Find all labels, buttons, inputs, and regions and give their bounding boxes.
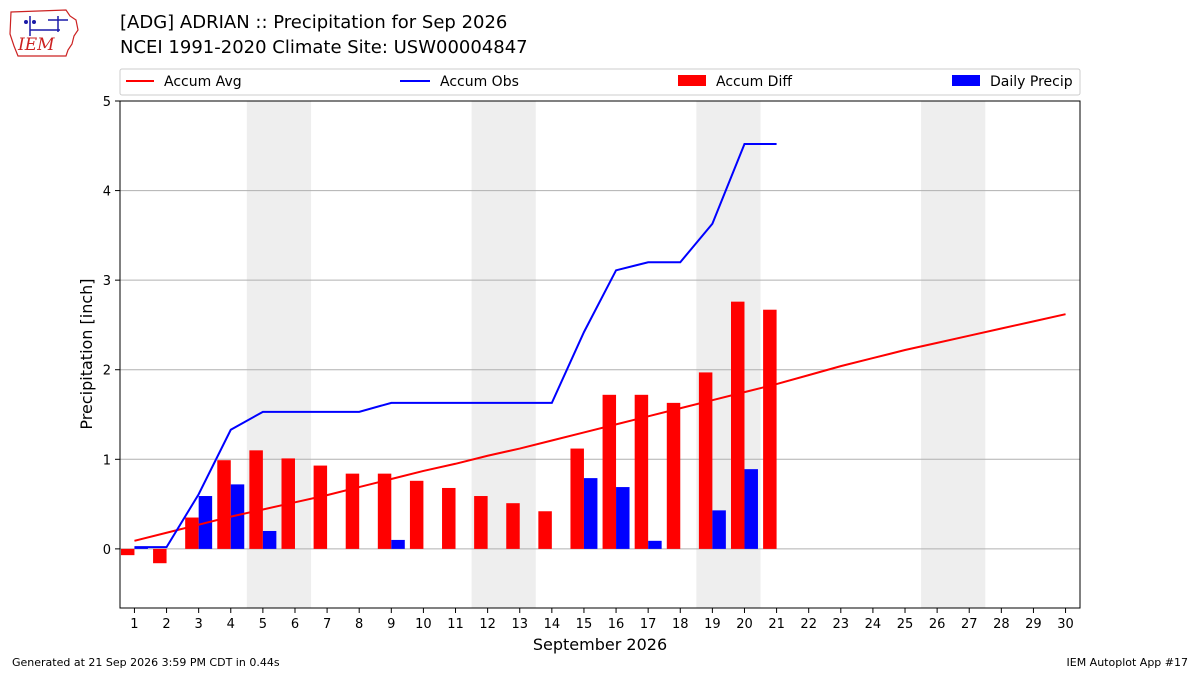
daily-precip-bar-16 <box>616 487 630 549</box>
daily-precip-bar-9 <box>391 539 405 549</box>
x-tick-label-12: 12 <box>479 617 496 632</box>
x-tick-label-3: 3 <box>195 617 203 632</box>
chart-subtitle: NCEI 1991-2020 Climate Site: USW00004847 <box>120 37 528 58</box>
x-tick-label-9: 9 <box>387 617 395 632</box>
accum-obs-line <box>134 142 777 549</box>
accum-diff-bar-5 <box>249 450 263 549</box>
accum-diff-bar-4 <box>217 460 231 549</box>
accum-diff-bar-11 <box>442 487 456 549</box>
x-tick-label-4: 4 <box>227 617 235 632</box>
legend-item-accum-obs: Accum Obs <box>400 74 519 90</box>
weekend-band-26 <box>921 101 986 608</box>
chart-title: [ADG] ADRIAN :: Precipitation for Sep 20… <box>120 12 508 33</box>
x-tick-label-14: 14 <box>544 617 561 632</box>
x-tick-label-22: 22 <box>800 617 817 632</box>
legend-label-accum-avg: Accum Avg <box>164 74 242 90</box>
legend-label-daily-precip: Daily Precip <box>990 74 1073 90</box>
daily-precip-bar-17 <box>648 540 662 549</box>
accum-diff-bar-17 <box>634 394 649 549</box>
x-tick-label-25: 25 <box>897 617 914 632</box>
x-tick-label-30: 30 <box>1057 617 1074 632</box>
accum-diff-bar-18 <box>666 402 681 549</box>
legend-label-accum-diff: Accum Diff <box>716 74 792 90</box>
y-tick-label-1: 1 <box>103 453 111 468</box>
accum-diff-bar-20 <box>730 301 745 549</box>
x-tick-label-24: 24 <box>865 617 882 632</box>
legend-item-daily-precip: Daily Precip <box>952 74 1073 90</box>
daily-precip-bar-15 <box>583 478 598 549</box>
y-tick-label-3: 3 <box>103 274 111 289</box>
accum-diff-bar-13 <box>506 503 520 549</box>
x-tick-label-29: 29 <box>1025 617 1042 632</box>
x-tick-label-16: 16 <box>608 617 625 632</box>
accum-diff-bar-10 <box>409 480 424 549</box>
plot-frame <box>119 100 1081 609</box>
x-tick-label-19: 19 <box>704 617 721 632</box>
accum-diff-bar-19 <box>698 372 713 549</box>
accum-diff-bar-1 <box>120 548 135 556</box>
legend-item-accum-avg: Accum Avg <box>126 74 242 90</box>
weather-station-icon <box>24 16 68 36</box>
accum-avg-line <box>134 313 1066 542</box>
x-tick-label-5: 5 <box>259 617 267 632</box>
x-tick-label-6: 6 <box>291 617 299 632</box>
x-tick-label-18: 18 <box>672 617 689 632</box>
legend-swatch-accum-diff <box>678 75 706 86</box>
accum-diff-bar-12 <box>474 496 488 549</box>
generated-timestamp: Generated at 21 Sep 2026 3:59 PM CDT in … <box>12 656 280 669</box>
x-tick-label-13: 13 <box>511 617 528 632</box>
legend-item-accum-diff: Accum Diff <box>678 74 792 90</box>
y-tick-label-0: 0 <box>103 543 111 558</box>
x-tick-label-2: 2 <box>162 617 170 632</box>
x-tick-label-26: 26 <box>929 617 946 632</box>
accum-diff-bar-16 <box>602 394 617 549</box>
accum-diff-bar-9 <box>377 473 392 549</box>
logo-text: IEM <box>17 35 55 55</box>
daily-precip-bar-20 <box>744 469 758 549</box>
legend-label-accum-obs: Accum Obs <box>440 74 519 90</box>
x-tick-label-28: 28 <box>993 617 1010 632</box>
accum-diff-bar-2 <box>153 548 167 564</box>
accum-diff-bar-7 <box>313 465 328 549</box>
x-tick-label-21: 21 <box>768 617 785 632</box>
legend-frame <box>119 68 1081 96</box>
legend-swatch-daily-precip <box>952 75 980 86</box>
x-tick-label-10: 10 <box>415 617 432 632</box>
y-tick-label-2: 2 <box>103 364 111 379</box>
x-tick-label-20: 20 <box>736 617 753 632</box>
x-tick-label-7: 7 <box>323 617 331 632</box>
daily-precip-bar-4 <box>230 484 245 549</box>
x-tick-label-27: 27 <box>961 617 978 632</box>
accum-diff-bar-15 <box>570 448 584 549</box>
accum-diff-bar-3 <box>185 517 199 549</box>
iem-logo: IEM <box>9 9 79 57</box>
x-tick-label-17: 17 <box>640 617 657 632</box>
x-tick-label-8: 8 <box>355 617 363 632</box>
x-tick-label-11: 11 <box>447 617 464 632</box>
y-tick-label-5: 5 <box>103 95 111 110</box>
legend: Accum Avg Accum Obs Accum Diff Daily Pre… <box>119 68 1081 96</box>
accum-diff-bar-8 <box>345 473 360 549</box>
x-tick-label-15: 15 <box>576 617 593 632</box>
app-credit: IEM Autoplot App #17 <box>1066 656 1189 669</box>
accum-diff-bar-14 <box>538 511 552 549</box>
daily-precip-bar-5 <box>262 530 277 549</box>
y-tick-label-4: 4 <box>103 185 111 200</box>
accum-diff-bar-21 <box>763 309 777 549</box>
x-axis-label: September 2026 <box>533 635 667 654</box>
x-tick-label-1: 1 <box>130 617 138 632</box>
daily-precip-bar-19 <box>712 510 726 549</box>
y-axis-label: Precipitation [inch] <box>77 278 96 429</box>
x-tick-label-23: 23 <box>833 617 850 632</box>
